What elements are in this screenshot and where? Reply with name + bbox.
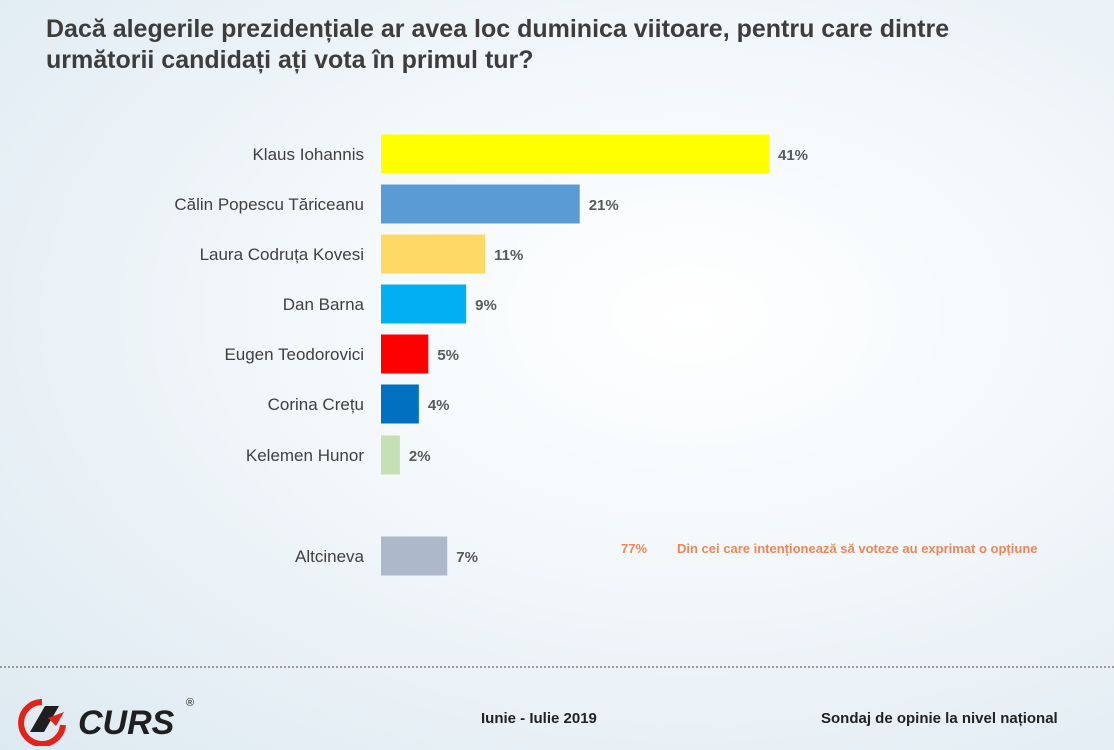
category-label-4: Eugen Teodorovici	[224, 345, 364, 364]
value-label-5: 4%	[428, 397, 450, 414]
annotation-note: 77% Din cei care intenționează să voteze …	[621, 541, 1038, 556]
value-label-2: 11%	[494, 247, 523, 264]
registered-mark: ®	[186, 697, 194, 709]
value-label-0: 41%	[778, 147, 808, 164]
footer-divider	[0, 666, 1114, 668]
value-label-1: 21%	[589, 197, 619, 214]
logo-text: CURS	[78, 704, 175, 742]
bar-chart: Klaus Iohannis 41% Călin Popescu Tăriceanu…	[174, 134, 808, 576]
value-label-7: 7%	[456, 549, 478, 566]
curs-logo-icon	[18, 699, 66, 746]
category-label-2: Laura Codruța Kovesi	[200, 245, 364, 264]
category-label-7: Altcineva	[295, 547, 365, 566]
annotation-percent: 77%	[621, 541, 648, 556]
category-label-0: Klaus Iohannis	[252, 145, 364, 164]
value-label-4: 5%	[437, 347, 459, 364]
annotation-text: Din cei care intenționează să voteze au …	[677, 541, 1038, 556]
footer-survey: Sondaj de opinie la nivel național	[821, 710, 1058, 727]
bar-2	[381, 234, 486, 274]
bar-6	[381, 435, 400, 475]
category-label-3: Dan Barna	[283, 295, 365, 314]
curs-logo: CURS ®	[18, 697, 194, 746]
bar-1	[381, 184, 580, 224]
category-label-1: Călin Popescu Tăriceanu	[174, 195, 364, 214]
value-label-6: 2%	[409, 448, 431, 465]
footer-date: Iunie - Iulie 2019	[481, 710, 597, 727]
chart-title: Dacă alegerile prezidențiale ar avea loc…	[46, 15, 950, 74]
value-label-3: 9%	[475, 297, 497, 314]
bar-3	[381, 284, 467, 324]
bar-7	[381, 536, 448, 576]
category-label-5: Corina Crețu	[268, 395, 364, 414]
bar-5	[381, 384, 419, 424]
bar-0	[381, 134, 769, 174]
bar-4	[381, 334, 429, 374]
category-label-6: Kelemen Hunor	[246, 446, 364, 465]
